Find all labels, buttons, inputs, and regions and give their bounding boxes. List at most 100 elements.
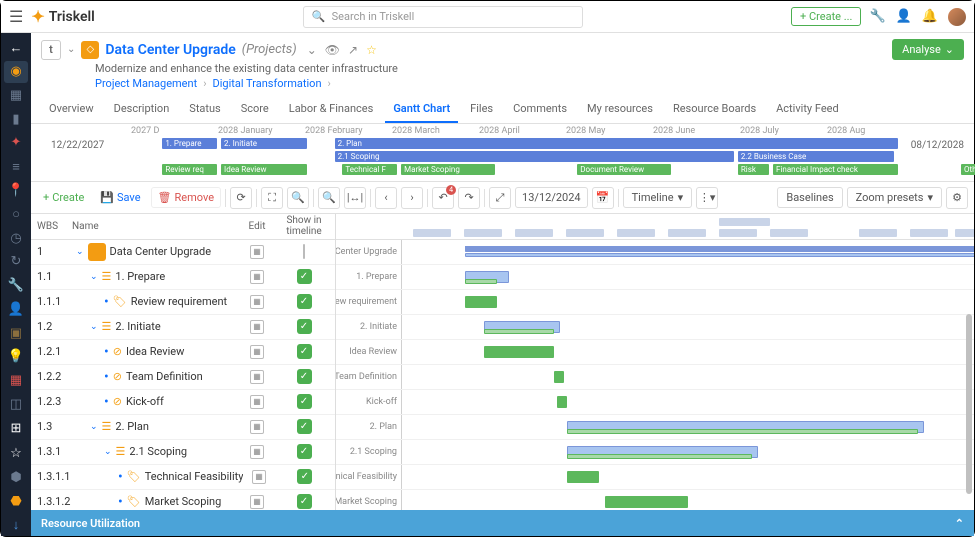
checkbox-checked[interactable]: ✓ <box>297 494 312 509</box>
gear-icon[interactable]: ⚙ <box>946 187 968 209</box>
overview-bar[interactable]: Review req <box>162 164 217 175</box>
expand-icon[interactable]: ⌄ <box>90 422 98 432</box>
nav-item-star[interactable]: ✦ <box>4 132 28 154</box>
calendar-icon[interactable]: ▦ <box>250 420 264 434</box>
calendar-icon[interactable]: ▦ <box>250 345 264 359</box>
wrench-icon[interactable]: 🔧 <box>869 9 885 24</box>
gantt-bar[interactable] <box>484 346 554 358</box>
checkbox-checked[interactable]: ✓ <box>297 344 312 359</box>
overview-bar[interactable]: 1. Prepare <box>162 138 217 149</box>
zoom-presets-select[interactable]: Zoom presets ▾ <box>847 187 942 208</box>
expand-icon[interactable]: ⌄ <box>104 447 112 457</box>
calendar-icon[interactable]: ▦ <box>252 470 266 484</box>
checkbox-checked[interactable]: ✓ <box>297 469 312 484</box>
table-row[interactable]: 1⌄◇Data Center Upgrade▦ <box>31 240 335 265</box>
tab-resource-boards[interactable]: Resource Boards <box>665 96 764 123</box>
table-row[interactable]: 1.3.1.2•🏷Market Scoping▦✓ <box>31 490 335 510</box>
bell-icon[interactable]: 🔔 <box>922 9 938 24</box>
overview-bar[interactable]: Othe <box>961 164 975 175</box>
nav-item-bulb[interactable]: 💡 <box>4 346 28 368</box>
gantt-bar[interactable] <box>465 296 497 308</box>
tab-comments[interactable]: Comments <box>505 96 575 123</box>
menu-icon[interactable]: ☰ <box>9 7 23 26</box>
nav-item-box[interactable]: ▣ <box>4 322 28 344</box>
tab-files[interactable]: Files <box>462 96 501 123</box>
overview-bar[interactable]: Idea Review <box>221 164 307 175</box>
tab-my-resources[interactable]: My resources <box>579 96 661 123</box>
more-icon[interactable]: ⋮▾ <box>696 187 718 209</box>
overview-bar[interactable]: 2.1 Scoping <box>335 151 734 162</box>
zoom-out-icon[interactable]: 🔍 <box>318 187 340 209</box>
external-link-icon[interactable]: ↗ <box>348 43 358 57</box>
nav-item-list[interactable]: ≡ <box>4 156 28 178</box>
overview-bar[interactable]: 2. Initiate <box>221 138 307 149</box>
undo-icon[interactable]: ↶4 <box>432 187 454 209</box>
table-row[interactable]: 1.2⌄☰2. Initiate▦✓ <box>31 315 335 340</box>
gantt-bar[interactable] <box>554 371 564 383</box>
checkbox-checked[interactable]: ✓ <box>297 419 312 434</box>
nav-item-wrench[interactable]: 🔧 <box>4 275 28 297</box>
checkbox-checked[interactable]: ✓ <box>297 444 312 459</box>
prev-icon[interactable]: ‹ <box>375 187 397 209</box>
tab-description[interactable]: Description <box>106 96 178 123</box>
nav-item-dot[interactable]: ○ <box>4 203 28 225</box>
col-edit[interactable]: Edit <box>241 221 273 232</box>
gantt-bar[interactable] <box>567 429 918 434</box>
search-input[interactable]: 🔍 Search in Triskell <box>303 6 583 28</box>
table-row[interactable]: 1.1⌄☰1. Prepare▦✓ <box>31 265 335 290</box>
zoom-in-icon[interactable]: 🔍 <box>287 187 309 209</box>
fit-icon[interactable]: |↔| <box>344 187 366 209</box>
tab-overview[interactable]: Overview <box>41 96 102 123</box>
expand-icon[interactable]: ⌄ <box>90 272 98 282</box>
nav-item-chart[interactable]: ▮ <box>4 108 28 130</box>
logo[interactable]: ✦ Triskell <box>31 7 94 26</box>
nav-item-clock[interactable]: ◷ <box>4 227 28 249</box>
nav-item-b2[interactable]: ⬣ <box>4 491 28 513</box>
expand-icon[interactable]: ⌄ <box>76 247 84 257</box>
expand-icon[interactable]: ⛶ <box>261 187 283 209</box>
save-button[interactable]: 💾 Save <box>94 188 146 207</box>
user-icon[interactable]: 👤 <box>896 9 912 24</box>
nav-item-sq[interactable]: ◫ <box>4 393 28 415</box>
table-row[interactable]: 1.1.1•🏷Review requirement▦✓ <box>31 290 335 315</box>
gantt-bar[interactable] <box>557 396 567 408</box>
table-row[interactable]: 1.3.1.1•🏷Technical Feasibility▦✓ <box>31 465 335 490</box>
overview-bar[interactable]: 2. Plan <box>335 138 899 149</box>
resource-utilization-panel[interactable]: Resource Utilization ⌃ <box>31 510 974 536</box>
checkbox-checked[interactable]: ✓ <box>297 369 312 384</box>
checkbox-checked[interactable]: ✓ <box>297 319 312 334</box>
nav-item-pin[interactable]: 📍 <box>4 180 28 202</box>
overview-bar[interactable]: Document Review <box>577 164 671 175</box>
checkbox-checked[interactable]: ✓ <box>297 294 312 309</box>
tab-gantt-chart[interactable]: Gantt Chart <box>385 96 458 123</box>
table-row[interactable]: 1.2.2•⊘Team Definition▦✓ <box>31 365 335 390</box>
col-name[interactable]: Name <box>66 221 241 232</box>
gantt-bar[interactable] <box>567 471 599 483</box>
gantt-bar[interactable] <box>465 246 974 252</box>
gantt-bar[interactable] <box>465 253 974 257</box>
nav-item-user[interactable]: 👤 <box>4 298 28 320</box>
overview-bar[interactable]: Financial Impact check <box>773 164 898 175</box>
chevron-down-icon[interactable]: ⌄ <box>307 43 317 57</box>
tab-labor-finances[interactable]: Labor & Finances <box>281 96 382 123</box>
calendar-icon[interactable]: ▦ <box>250 445 264 459</box>
remove-button[interactable]: 🗑 Remove <box>151 187 222 208</box>
tab-status[interactable]: Status <box>181 96 228 123</box>
calendar-icon[interactable]: ▦ <box>250 495 264 509</box>
col-wbs[interactable]: WBS <box>31 221 66 232</box>
checkbox-checked[interactable]: ✓ <box>297 394 312 409</box>
table-row[interactable]: 1.3⌄☰2. Plan▦✓ <box>31 415 335 440</box>
calendar-icon[interactable]: ▦ <box>250 245 264 259</box>
expand-icon[interactable]: ⌄ <box>90 322 98 332</box>
timeline-select[interactable]: Timeline ▾ <box>623 187 693 208</box>
scrollbar[interactable] <box>966 314 972 494</box>
overview-bar[interactable]: Technical F <box>342 164 397 175</box>
next-icon[interactable]: › <box>401 187 423 209</box>
table-row[interactable]: 1.2.3•⊘Kick-off▦✓ <box>31 390 335 415</box>
nav-item-fav[interactable]: ☆ <box>4 443 28 465</box>
fullscreen-icon[interactable]: ⤢ <box>489 187 511 209</box>
nav-item-b1[interactable]: ⬢ <box>4 467 28 489</box>
gantt-bar[interactable] <box>465 279 497 284</box>
chevron-down-icon[interactable]: ⌄ <box>67 44 75 55</box>
chevron-up-icon[interactable]: ⌃ <box>955 517 964 530</box>
